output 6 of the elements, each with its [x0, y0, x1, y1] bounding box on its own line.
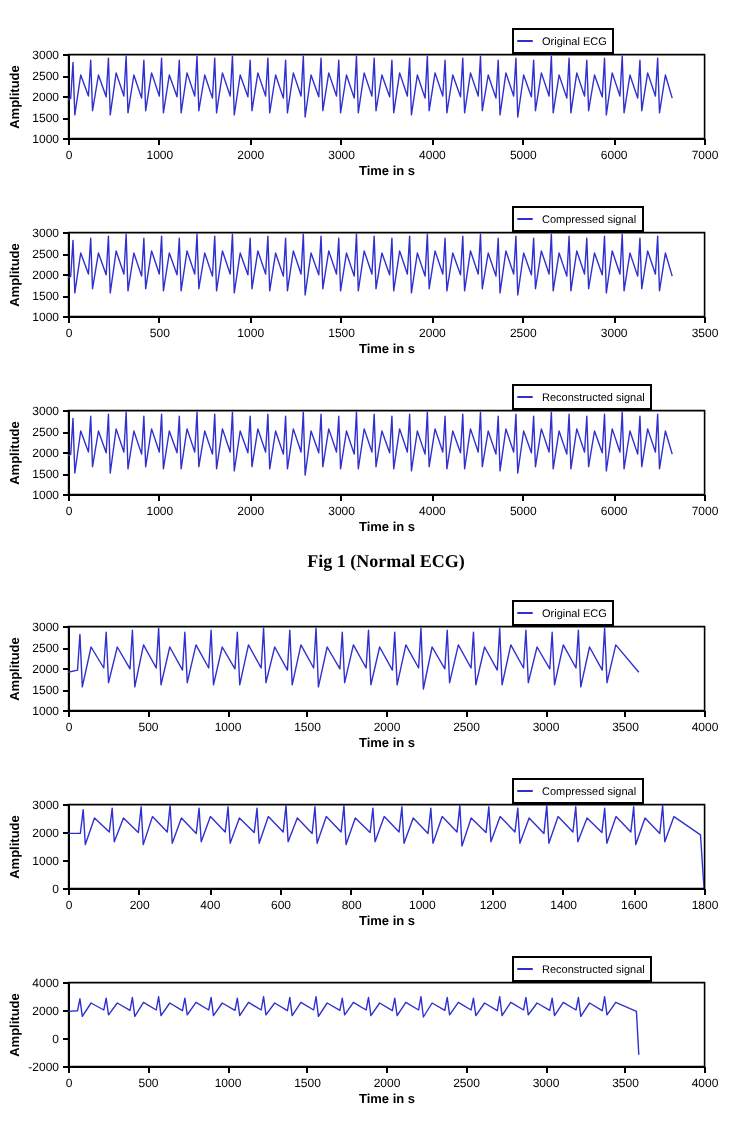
line-series: [68, 55, 673, 118]
line-series: [68, 411, 673, 476]
caption: Fig 1 (Normal ECG): [307, 551, 465, 571]
line-series: [68, 996, 640, 1056]
line-series: [68, 233, 673, 296]
line-series: [68, 627, 640, 690]
